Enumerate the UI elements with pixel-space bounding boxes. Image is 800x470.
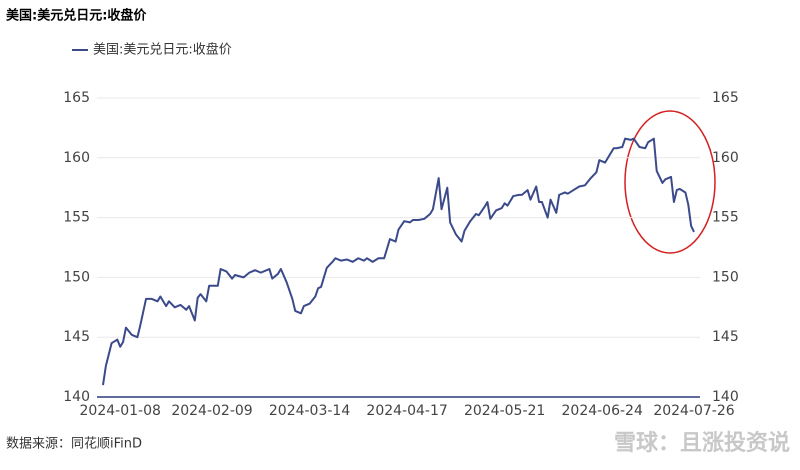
y2-tick-label: 140 [712, 389, 739, 405]
watermark: 雪球：且涨投资说 [614, 430, 790, 456]
x-tick-label: 2024-02-09 [171, 403, 252, 419]
chart-title: 美国:美元兑日元:收盘价 [6, 8, 147, 24]
y2-tick-label: 150 [712, 269, 739, 285]
y2-tick-label: 145 [712, 329, 739, 345]
y2-tick-label: 165 [712, 90, 739, 106]
x-tick-label: 2024-04-17 [366, 403, 447, 419]
y2-tick-label: 155 [712, 210, 739, 226]
x-tick-label: 2024-07-26 [653, 403, 734, 419]
source: 数据来源：同花顺iFinD [6, 436, 142, 452]
y-tick-label: 145 [63, 329, 90, 345]
y-tick-label: 155 [63, 210, 90, 226]
y-tick-label: 165 [63, 90, 90, 106]
y-tick-label: 160 [63, 150, 90, 166]
highlight-ellipse [624, 110, 716, 254]
x-tick-label: 2024-05-21 [464, 403, 545, 419]
legend-label: 美国:美元兑日元:收盘价 [93, 42, 232, 58]
y-tick-label: 140 [63, 389, 90, 405]
x-tick-label: 2024-06-24 [562, 403, 643, 419]
x-tick-label: 2024-03-14 [269, 403, 350, 419]
y2-tick-label: 160 [712, 150, 739, 166]
x-tick-label: 2024-01-08 [80, 403, 161, 419]
series-line [102, 137, 695, 386]
y-tick-label: 150 [63, 269, 90, 285]
